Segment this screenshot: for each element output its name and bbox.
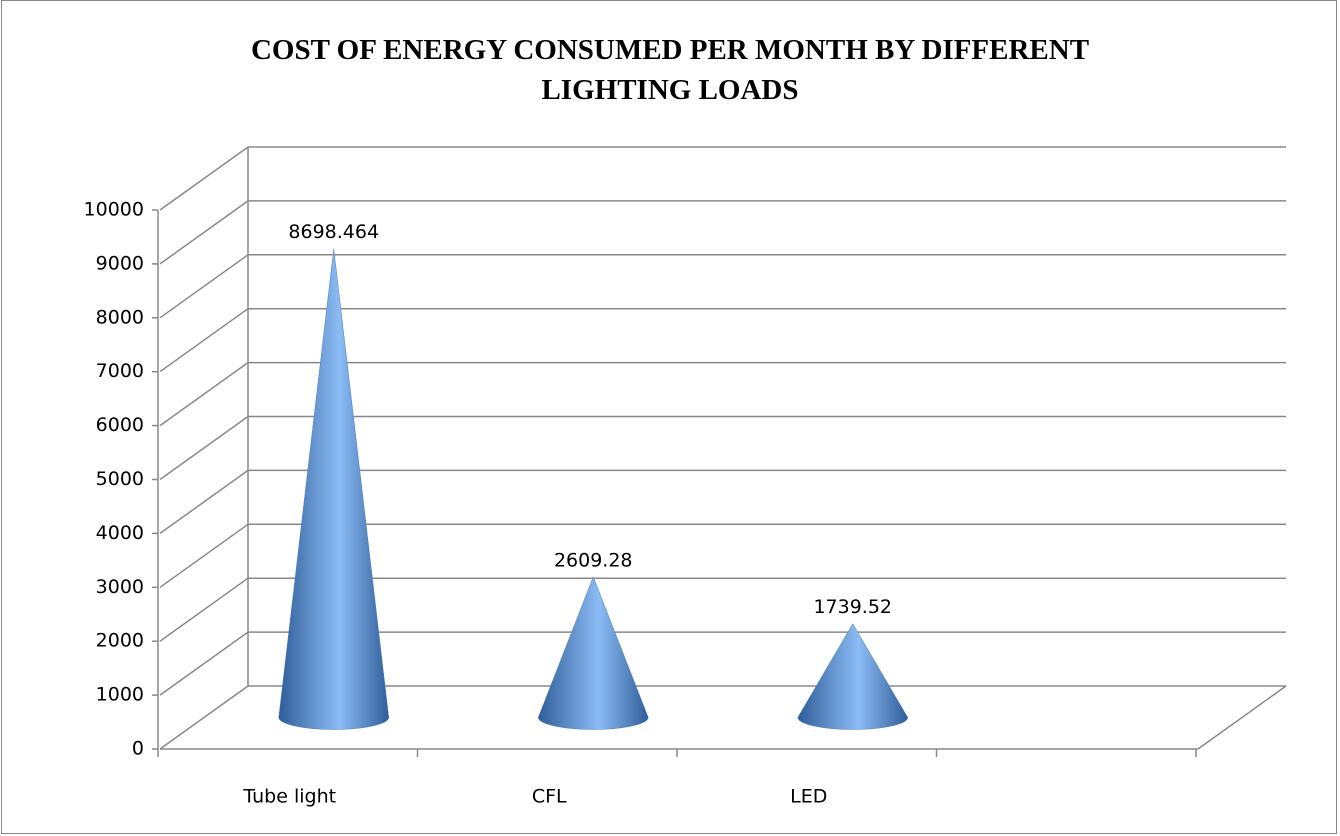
grid-line-side (159, 200, 249, 265)
y-tick-label: 0 (132, 738, 144, 760)
chart-title: COST OF ENERGY CONSUMED PER MONTH BY DIF… (250, 34, 1090, 106)
data-label: 8698.464 (288, 221, 379, 243)
y-tick-label: 10000 (84, 199, 144, 221)
y-tick-label: 9000 (96, 252, 144, 274)
grid-line-side (159, 631, 249, 696)
x-tick-label: CFL (532, 786, 567, 808)
y-tick-label: 8000 (96, 306, 144, 328)
cone (537, 576, 649, 730)
grid-line-side (159, 254, 249, 319)
grid-line-side (159, 415, 249, 481)
y-tick-label: 4000 (96, 522, 144, 544)
grid-line-side (159, 308, 249, 373)
data-label: 2609.28 (554, 549, 633, 571)
cone (797, 623, 909, 730)
data-label: 1739.52 (813, 596, 892, 618)
x-tick-label: LED (790, 786, 827, 808)
grid-line-side (159, 523, 249, 588)
grid-line-side (159, 146, 249, 211)
y-tick-label: 2000 (96, 630, 144, 652)
x-tick-label: Tube light (242, 786, 336, 808)
cone (278, 248, 390, 730)
y-tick-label: 6000 (96, 414, 144, 436)
y-tick-label: 7000 (96, 360, 144, 382)
floor-right (1197, 685, 1287, 750)
y-tick-label: 5000 (96, 468, 144, 490)
grid-line-side (159, 577, 249, 642)
grid-line-side (159, 469, 249, 535)
grid-line-side (159, 685, 249, 750)
y-tick-label: 1000 (96, 684, 144, 706)
y-tick-label: 3000 (96, 576, 144, 598)
grid-line-side (159, 361, 249, 427)
